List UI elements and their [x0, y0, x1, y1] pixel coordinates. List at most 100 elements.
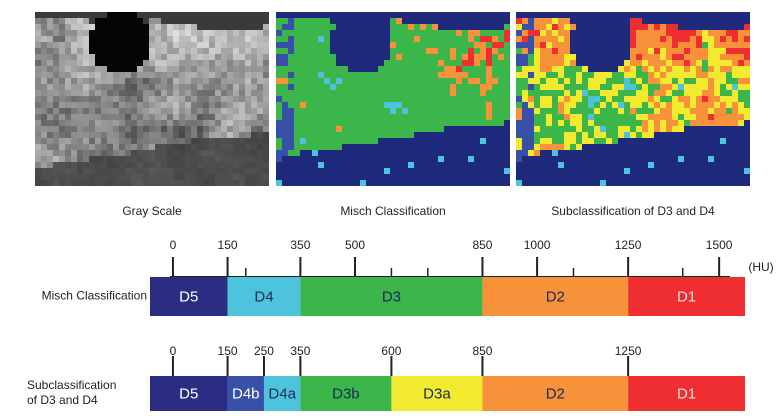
pixel: [720, 126, 726, 132]
pixel: [660, 36, 666, 42]
pixel: [738, 84, 744, 90]
pixel: [540, 150, 546, 156]
pixel: [522, 180, 528, 186]
pixel: [654, 114, 660, 120]
pixel: [185, 72, 191, 78]
pixel: [89, 120, 95, 126]
pixel: [239, 168, 245, 174]
pixel: [420, 126, 426, 132]
pixel: [720, 42, 726, 48]
pixel: [83, 78, 89, 84]
pixel: [678, 102, 684, 108]
pixel: [282, 84, 288, 90]
pixel: [119, 90, 125, 96]
pixel: [456, 114, 462, 120]
pixel: [726, 114, 732, 120]
pixel: [233, 36, 239, 42]
pixel: [251, 132, 257, 138]
pixel: [191, 126, 197, 132]
pixel: [504, 36, 510, 42]
pixel: [600, 168, 606, 174]
pixel: [294, 12, 300, 18]
pixel: [300, 96, 306, 102]
pixel: [257, 90, 263, 96]
pixel: [83, 60, 89, 66]
pixel: [107, 168, 113, 174]
pixel: [654, 180, 660, 186]
pixel: [71, 90, 77, 96]
pixel: [678, 36, 684, 42]
pixel: [197, 54, 203, 60]
pixel: [696, 96, 702, 102]
pixel: [516, 66, 522, 72]
pixel: [221, 150, 227, 156]
pixel: [71, 48, 77, 54]
pixel: [282, 24, 288, 30]
pixel: [227, 150, 233, 156]
pixel: [618, 36, 624, 42]
pixel: [654, 48, 660, 54]
pixel: [113, 156, 119, 162]
pixel: [426, 42, 432, 48]
pixel: [131, 18, 137, 24]
pixel: [372, 180, 378, 186]
pixel: [648, 72, 654, 78]
pixel: [233, 150, 239, 156]
pixel: [492, 12, 498, 18]
pixel: [732, 168, 738, 174]
pixel: [738, 180, 744, 186]
pixel: [276, 132, 282, 138]
pixel: [462, 84, 468, 90]
pixel: [738, 114, 744, 120]
pixel: [390, 42, 396, 48]
pixel: [408, 168, 414, 174]
pixel: [143, 66, 149, 72]
pixel: [227, 168, 233, 174]
pixel: [444, 90, 450, 96]
pixel: [486, 78, 492, 84]
pixel: [257, 168, 263, 174]
pixel: [95, 162, 101, 168]
pixel: [540, 90, 546, 96]
pixel: [672, 42, 678, 48]
pixel: [47, 12, 53, 18]
pixel: [690, 36, 696, 42]
pixel: [282, 72, 288, 78]
pixel: [450, 60, 456, 66]
pixel: [149, 48, 155, 54]
pixel: [342, 156, 348, 162]
pixel: [570, 72, 576, 78]
pixel: [137, 138, 143, 144]
pixel: [306, 150, 312, 156]
pixel: [498, 108, 504, 114]
pixel: [618, 72, 624, 78]
pixel: [221, 84, 227, 90]
pixel: [462, 180, 468, 186]
pixel: [65, 162, 71, 168]
pixel: [498, 96, 504, 102]
pixel: [276, 90, 282, 96]
pixel: [119, 66, 125, 72]
pixel: [137, 168, 143, 174]
pixel: [179, 12, 185, 18]
pixel: [107, 126, 113, 132]
pixel: [89, 138, 95, 144]
pixel: [215, 132, 221, 138]
pixel: [209, 72, 215, 78]
pixel: [396, 138, 402, 144]
pixel: [336, 60, 342, 66]
pixel: [348, 84, 354, 90]
pixel: [708, 96, 714, 102]
pixel: [221, 78, 227, 84]
pixel: [594, 144, 600, 150]
pixel: [191, 24, 197, 30]
pixel: [738, 126, 744, 132]
pixel: [77, 168, 83, 174]
pixel: [636, 18, 642, 24]
pixel: [263, 78, 269, 84]
pixel: [576, 162, 582, 168]
pixel: [402, 66, 408, 72]
pixel: [636, 102, 642, 108]
pixel: [239, 132, 245, 138]
pixel: [414, 150, 420, 156]
